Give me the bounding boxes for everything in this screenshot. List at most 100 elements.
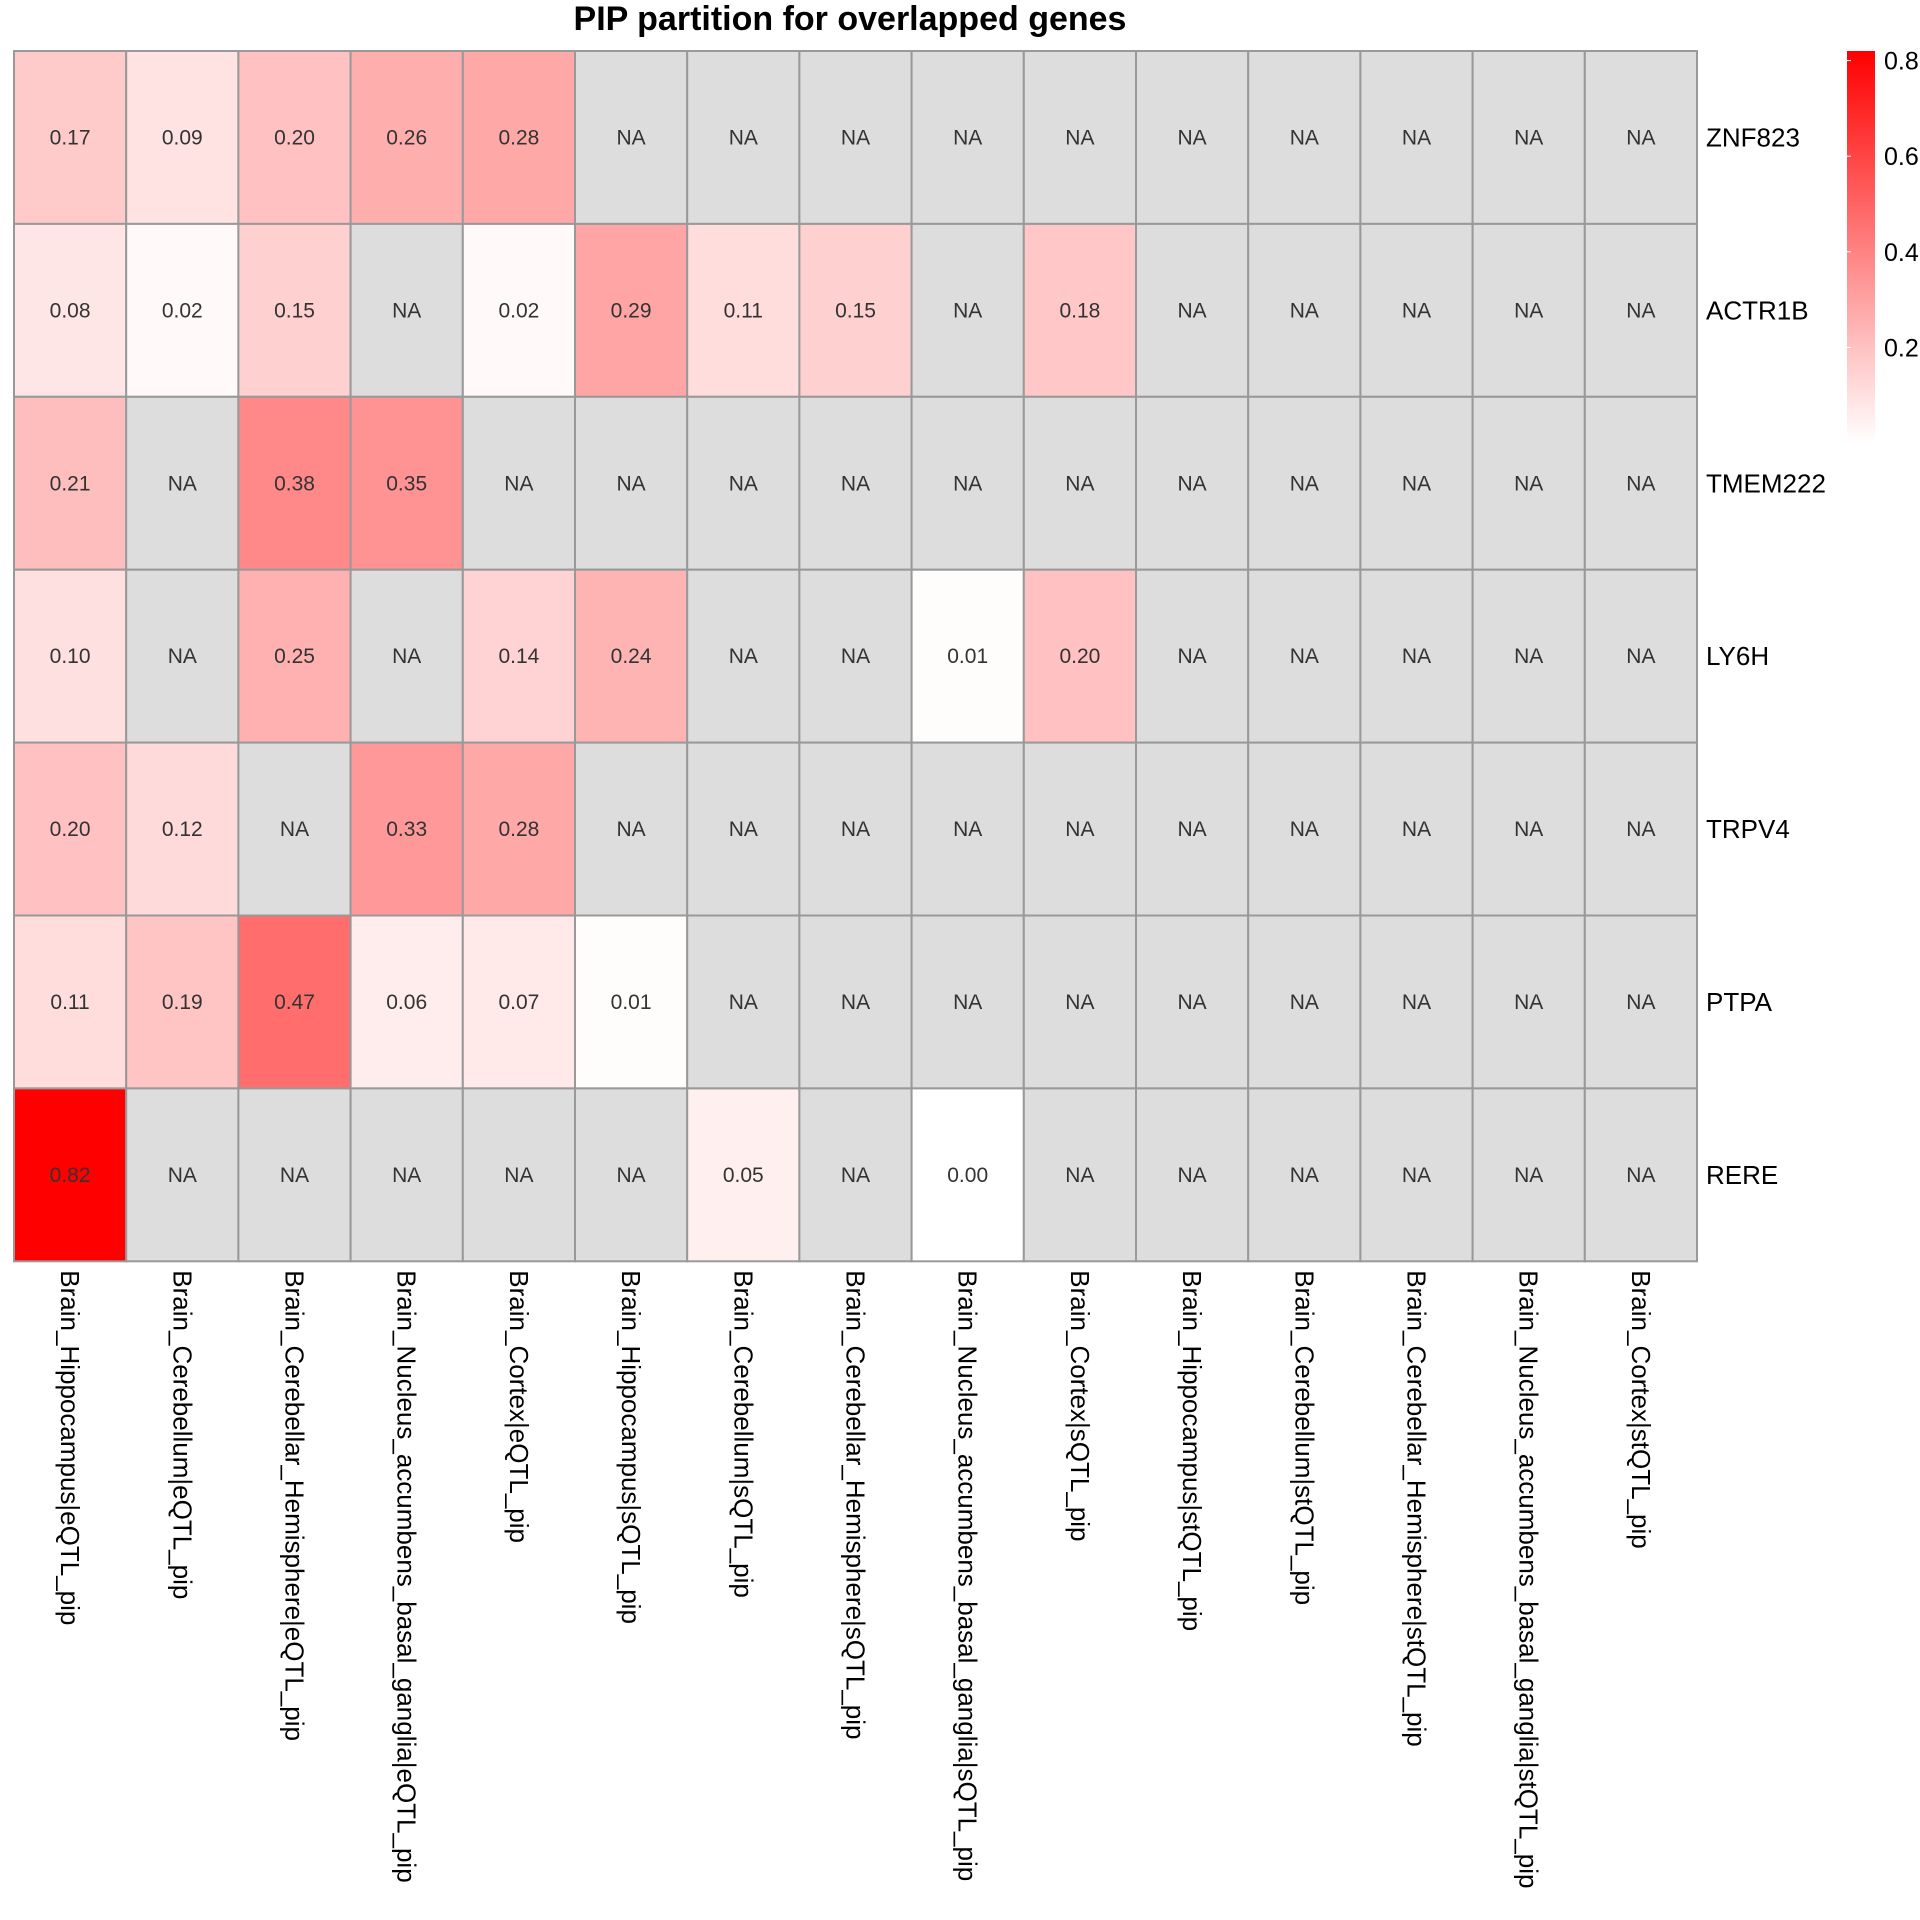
heatmap-cell [349,222,464,398]
cell-value-label: 0.01 [947,645,988,668]
heatmap-cell [1022,50,1137,225]
cell-value-label: 0.47 [274,991,315,1014]
heatmap-cell [574,1087,689,1263]
cell-value-label: NA [1178,818,1207,841]
heatmap-cell [910,395,1025,571]
cell-value-label: NA [617,472,646,495]
cell-value-label: NA [1290,299,1319,322]
cell-value-label: NA [729,818,758,841]
column-label: Brain_Cerebellar_Hemisphere|eQTL_pip [280,1270,310,1741]
heatmap-cell [798,568,913,744]
cell-value-label: NA [841,126,870,149]
heatmap-cell [798,222,913,398]
column-label: Brain_Cerebellum|eQTL_pip [167,1270,197,1599]
cell-value-label: NA [392,645,421,668]
cell-value-label: NA [729,645,758,668]
heatmap-cell [910,914,1025,1090]
cell-value-label: NA [1065,818,1094,841]
heatmap-cell [686,395,801,571]
cell-value-label: 0.11 [724,299,763,322]
cell-value-label: 0.28 [498,126,539,149]
heatmap-cell [13,568,128,744]
heatmap-cell [1471,568,1586,744]
heatmap-cell [686,1087,801,1263]
heatmap-cell [574,568,689,744]
cell-value-label: NA [1514,991,1543,1014]
heatmap-cell [13,914,128,1090]
row-label: LY6H [1706,641,1769,671]
legend-tick-label: 0.6 [1884,143,1919,171]
cell-value-label: NA [1514,645,1543,668]
cell-value-label: NA [1290,126,1319,149]
heatmap-cell [125,568,240,744]
cell-value-label: NA [1626,818,1655,841]
heatmap-cell [237,568,352,744]
heatmap-cell [1471,1087,1586,1263]
cell-value-label: NA [1178,126,1207,149]
heatmap-cell [1471,914,1586,1090]
heatmap-cell [1247,222,1362,398]
cell-value-label: 0.38 [274,472,315,495]
cell-value-label: 0.26 [386,126,427,149]
heatmap-cell [13,222,128,398]
cell-value-label: NA [1402,991,1431,1014]
column-label: Brain_Hippocampus|sQTL_pip [616,1270,646,1624]
cell-value-label: 0.00 [947,1164,988,1187]
heatmap-cell [461,568,576,744]
cell-value-label: 0.14 [498,645,539,668]
heatmap-cell [1583,741,1699,917]
heatmap-cell [686,914,801,1090]
heatmap-cell [461,1087,576,1263]
heatmap-cell [1583,222,1699,398]
heatmap-cell [1359,741,1474,917]
legend-tick-label: 0.8 [1884,48,1919,76]
heatmap-cell [1583,50,1699,225]
heatmap-cell [1022,1087,1137,1263]
heatmap-cell [1247,1087,1362,1263]
column-label: Brain_Cerebellum|sQTL_pip [728,1270,758,1598]
heatmap-cell [574,222,689,398]
cell-value-label: NA [729,991,758,1014]
legend-color-bar [1847,51,1875,443]
cell-value-label: NA [1514,126,1543,149]
cell-value-label: 0.01 [611,991,652,1014]
heatmap-cell [125,50,240,225]
cell-value-label: NA [1514,299,1543,322]
cell-value-label: NA [1514,472,1543,495]
cell-value-label: NA [841,472,870,495]
cell-value-label: 0.15 [274,299,315,322]
column-label: Brain_Hippocampus|stQTL_pip [1177,1270,1207,1631]
heatmap-cell [1471,741,1586,917]
cell-value-label: NA [1402,472,1431,495]
heatmap-cell [574,914,689,1090]
cell-value-label: NA [1290,991,1319,1014]
heatmap-cell [1022,222,1137,398]
heatmap-cell [349,741,464,917]
row-label: TRPV4 [1706,814,1790,844]
cell-value-label: NA [1178,299,1207,322]
column-label: Brain_Nucleus_accumbens_basal_ganglia|st… [1514,1270,1544,1888]
cell-value-label: 0.11 [50,991,89,1014]
cell-value-label: 0.29 [611,299,652,322]
heatmap-cell [1022,395,1137,571]
heatmap-cell [910,1087,1025,1263]
heatmap-cell [1135,568,1250,744]
heatmap-cell [13,741,128,917]
column-label: Brain_Cortex|eQTL_pip [504,1270,534,1543]
heatmap-cell [461,222,576,398]
heatmap-cell [1022,568,1137,744]
cell-value-label: NA [1402,818,1431,841]
cell-value-label: NA [1178,472,1207,495]
heatmap-cell [1471,50,1586,225]
heatmap-cell [349,914,464,1090]
heatmap-cell [798,1087,913,1263]
heatmap-cell [1022,914,1137,1090]
row-label: TMEM222 [1706,468,1826,498]
heatmap-cell [125,222,240,398]
cell-value-label: NA [841,991,870,1014]
cell-value-label: NA [1178,991,1207,1014]
cell-value-label: NA [1626,991,1655,1014]
heatmap-cell [125,1087,240,1263]
cell-value-label: NA [168,472,197,495]
